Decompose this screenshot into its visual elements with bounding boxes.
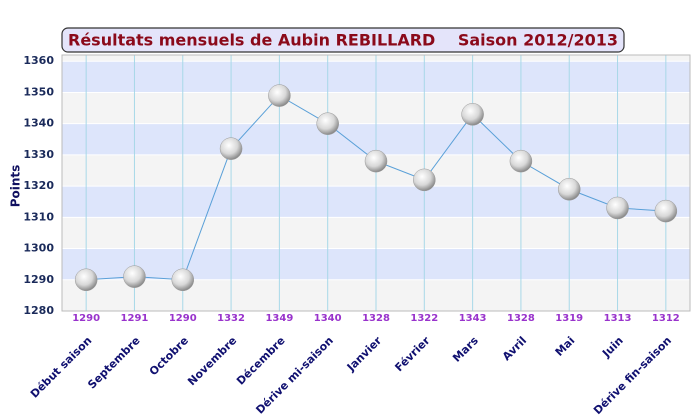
x-tick-label: Mars bbox=[450, 334, 481, 365]
value-label: 1343 bbox=[459, 313, 487, 324]
value-label: 1312 bbox=[652, 313, 680, 324]
marker bbox=[509, 149, 533, 173]
y-tick-label: 1290 bbox=[23, 273, 54, 286]
chart-title: Résultats mensuels de Aubin REBILLARD bbox=[68, 31, 435, 50]
y-tick-label: 1350 bbox=[23, 85, 54, 98]
y-axis-label: Points bbox=[9, 165, 23, 208]
y-tick-label: 1310 bbox=[23, 210, 54, 223]
marker bbox=[654, 199, 678, 223]
value-label: 1291 bbox=[121, 313, 149, 324]
marker bbox=[364, 149, 388, 173]
marker bbox=[171, 268, 195, 292]
y-tick-label: 1330 bbox=[23, 148, 54, 161]
marker bbox=[606, 196, 629, 220]
x-tick-label: Février bbox=[392, 334, 433, 375]
value-label: 1332 bbox=[217, 313, 245, 324]
y-tick-label: 1300 bbox=[23, 242, 54, 255]
marker bbox=[316, 112, 339, 135]
value-label: 1349 bbox=[265, 313, 293, 324]
value-label: 1328 bbox=[507, 313, 535, 324]
y-tick-label: 1280 bbox=[23, 304, 54, 317]
marker bbox=[461, 103, 484, 126]
value-label: 1290 bbox=[169, 313, 197, 324]
x-tick-label: Décembre bbox=[234, 334, 288, 388]
marker bbox=[219, 137, 243, 160]
marker bbox=[74, 268, 98, 292]
y-tick-label: 1340 bbox=[23, 117, 54, 130]
x-tick-label: Juin bbox=[599, 334, 626, 361]
value-label: 1328 bbox=[362, 313, 390, 324]
y-tick-label: 1360 bbox=[23, 54, 54, 67]
x-tick-label: Novembre bbox=[185, 334, 239, 388]
value-label: 1290 bbox=[72, 313, 100, 324]
x-tick-label: Début saison bbox=[28, 334, 95, 401]
y-tick-label: 1320 bbox=[23, 179, 54, 192]
x-tick-label: Avril bbox=[500, 334, 529, 363]
marker bbox=[123, 265, 146, 288]
x-tick-label: Septembre bbox=[85, 334, 142, 391]
value-label: 1319 bbox=[555, 313, 583, 324]
marker bbox=[413, 168, 436, 192]
marker bbox=[268, 84, 291, 107]
x-tick-label: Octobre bbox=[147, 334, 191, 378]
x-tick-label: Mai bbox=[553, 334, 578, 359]
title-box bbox=[61, 27, 625, 53]
value-label: 1340 bbox=[314, 313, 342, 324]
plot-frame bbox=[61, 54, 691, 312]
value-label: 1322 bbox=[410, 313, 438, 324]
chart-subtitle: Saison 2012/2013 bbox=[458, 31, 618, 50]
value-label: 1313 bbox=[604, 313, 632, 324]
x-tick-label: Janvier bbox=[344, 334, 385, 375]
marker bbox=[557, 177, 581, 201]
